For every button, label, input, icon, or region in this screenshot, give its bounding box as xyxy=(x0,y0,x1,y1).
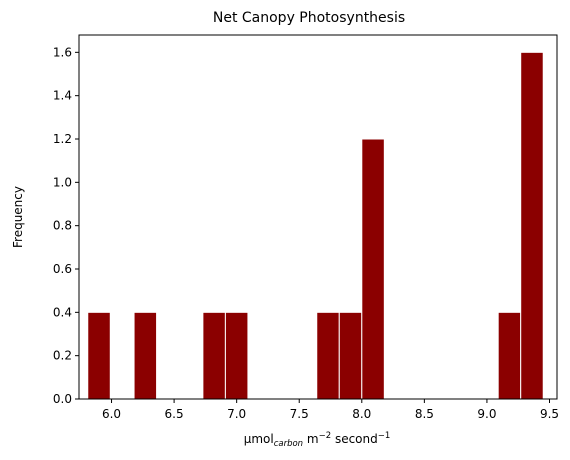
histogram-bar-2 xyxy=(133,311,158,400)
x-tick-label: 6.5 xyxy=(165,407,184,421)
chart-title: Net Canopy Photosynthesis xyxy=(213,10,405,26)
histogram-bar-4 xyxy=(224,311,249,400)
x-tick-label: 9.5 xyxy=(540,407,559,421)
y-tick-label: 0.6 xyxy=(53,262,72,276)
y-axis-ticks: 0.0 0.2 0.4 0.6 0.8 1.0 1.2 1.4 1.6 xyxy=(53,45,79,406)
x-axis-ticks: 6.0 6.5 7.0 7.5 8.0 8.5 9.0 9.5 xyxy=(102,399,559,421)
y-tick-label: 0.4 xyxy=(53,305,72,319)
histogram-bar-8 xyxy=(497,311,522,400)
x-axis-label-exponent-1: −2 xyxy=(319,431,332,441)
x-tick-label: 7.0 xyxy=(227,407,246,421)
x-axis-label-subscript: carbon xyxy=(274,439,303,449)
y-tick-label: 1.4 xyxy=(53,89,72,103)
y-axis-label: Frequency xyxy=(11,186,25,248)
histogram-bar-7 xyxy=(361,138,385,400)
x-tick-label: 8.0 xyxy=(352,407,371,421)
x-tick-label: 8.5 xyxy=(415,407,434,421)
x-axis-label-tail: second xyxy=(331,432,378,446)
bars-group xyxy=(87,51,544,400)
histogram-bar-9 xyxy=(520,51,544,400)
y-tick-label: 0.2 xyxy=(53,349,72,363)
x-axis-label: μmolcarbon m−2 second−1 xyxy=(244,431,391,449)
x-axis-label-base: μmol xyxy=(244,432,274,446)
x-axis-label-middle: m xyxy=(303,432,319,446)
x-tick-label: 6.0 xyxy=(102,407,121,421)
y-tick-label: 1.0 xyxy=(53,175,72,189)
y-tick-label: 0.0 xyxy=(53,392,72,406)
histogram-bar-3 xyxy=(202,311,226,400)
x-tick-label: 9.0 xyxy=(477,407,496,421)
histogram-bar-1 xyxy=(87,311,111,400)
plot-frame xyxy=(78,34,558,400)
y-tick-label: 1.6 xyxy=(53,45,72,59)
x-tick-label: 7.5 xyxy=(290,407,309,421)
histogram-bar-6 xyxy=(338,311,363,400)
x-axis-label-exponent-2: −1 xyxy=(378,431,391,441)
histogram-bar-5 xyxy=(316,311,340,400)
y-tick-label: 0.8 xyxy=(53,219,72,233)
y-tick-label: 1.2 xyxy=(53,132,72,146)
